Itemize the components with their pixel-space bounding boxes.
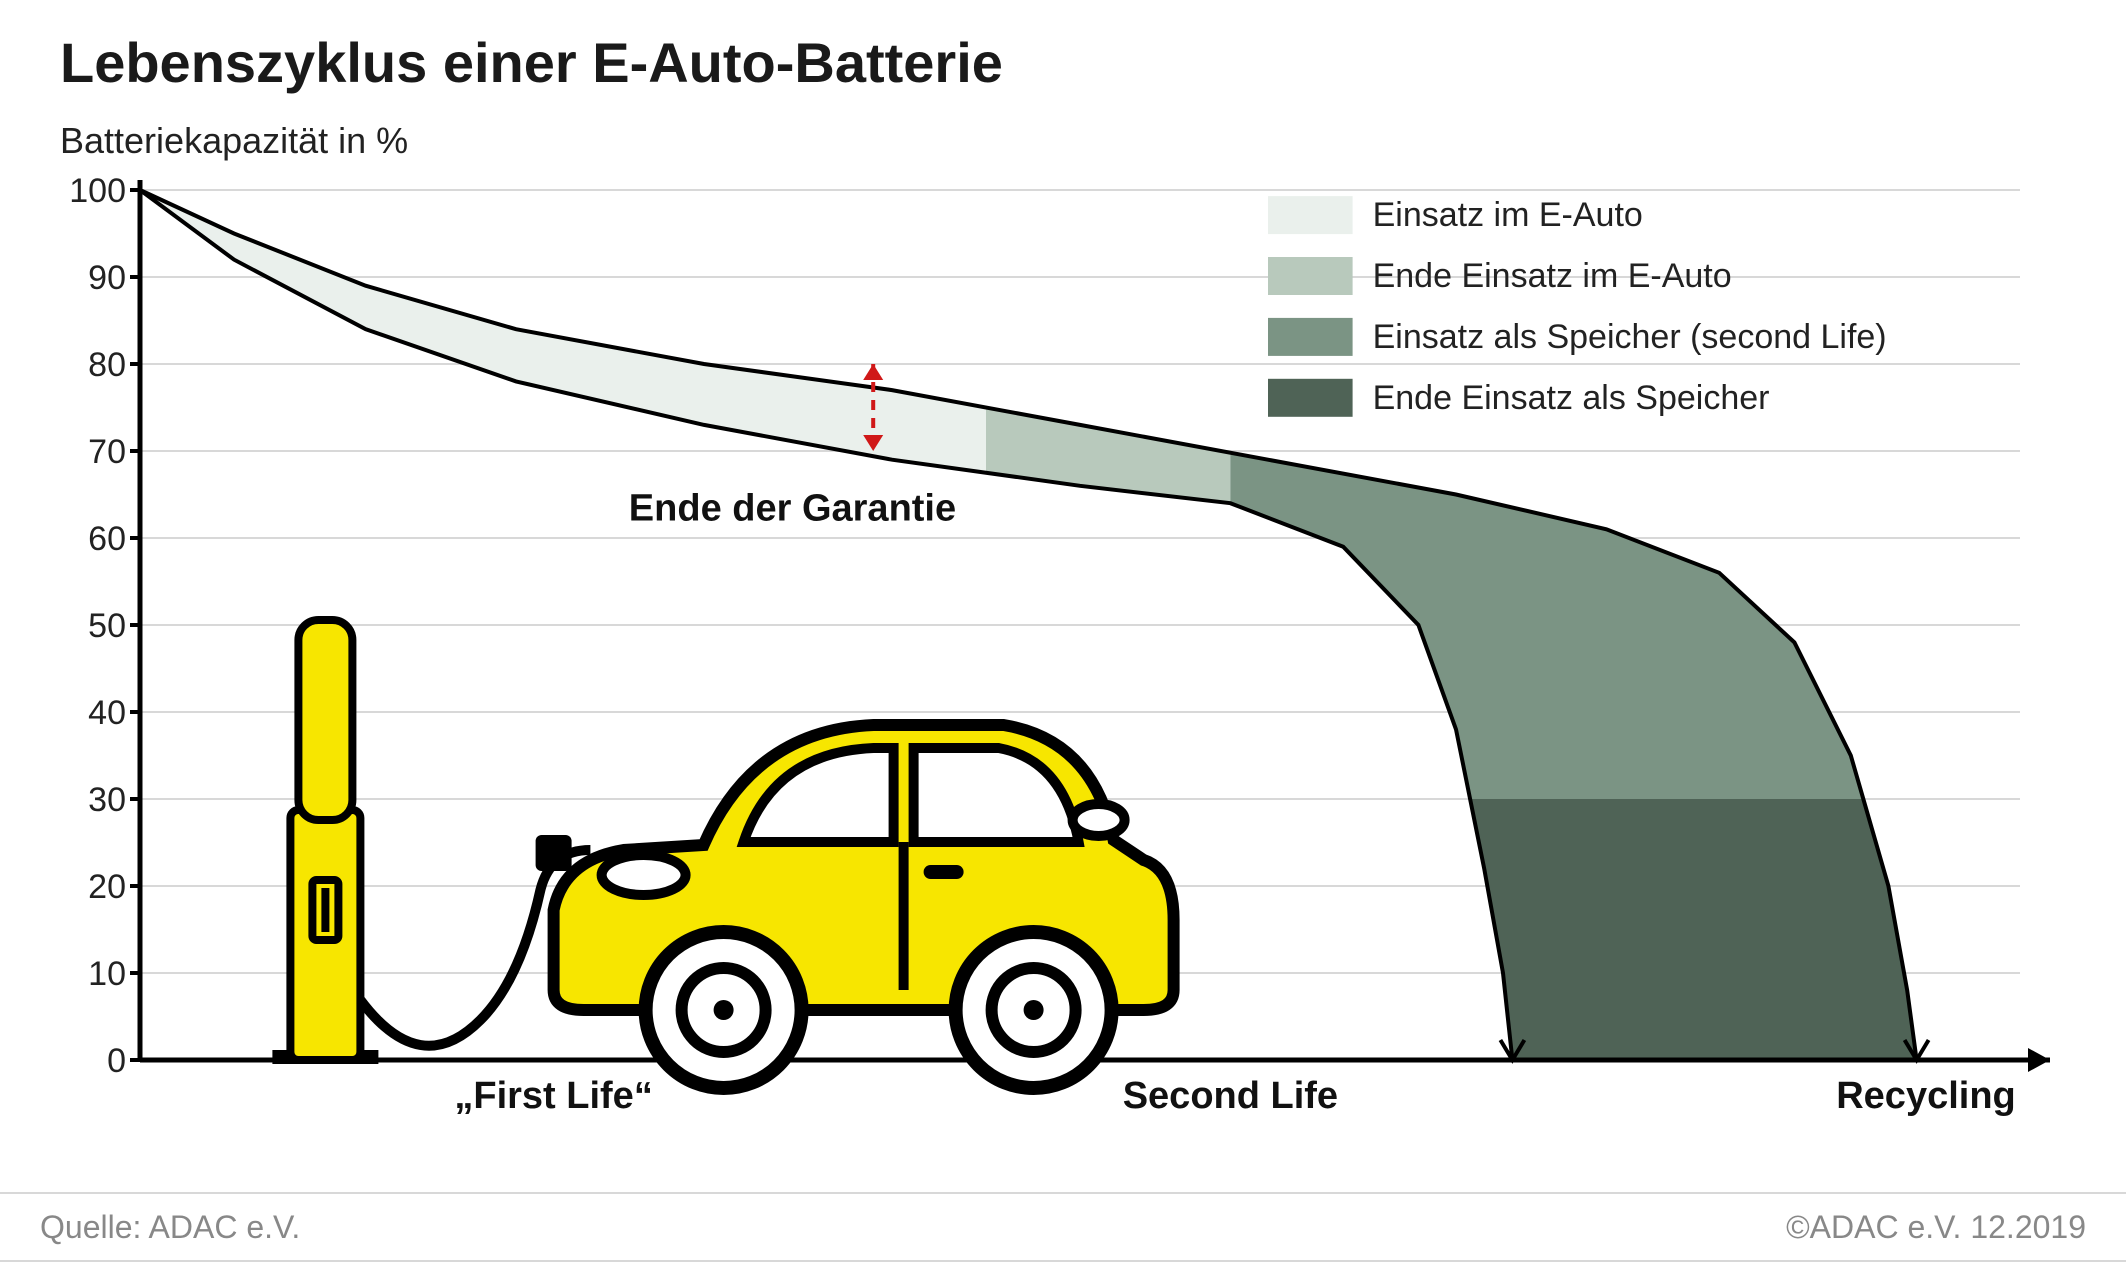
legend-label: Einsatz im E-Auto: [1373, 196, 1643, 234]
svg-text:30: 30: [88, 781, 126, 819]
legend-swatch: [1268, 318, 1353, 356]
y-axis-label: Batteriekapazität in %: [60, 120, 408, 162]
svg-text:60: 60: [88, 520, 126, 558]
svg-text:50: 50: [88, 607, 126, 645]
chart-svg: 0 10 20 30 40 50 60 70 80 90 100 „First Life“ Second…: [60, 170, 2060, 1130]
x-category-label: Recycling: [1836, 1075, 2016, 1117]
svg-text:40: 40: [88, 694, 126, 732]
svg-text:100: 100: [69, 172, 126, 210]
chart-area: 0 10 20 30 40 50 60 70 80 90 100 „First Life“ Second…: [60, 170, 2060, 1130]
svg-text:20: 20: [88, 868, 126, 906]
footer-bar: Quelle: ADAC e.V. ©ADAC e.V. 12.2019: [0, 1192, 2126, 1262]
annotation-warranty-end: Ende der Garantie: [629, 488, 956, 530]
ev-illustration: [272, 620, 1173, 1088]
svg-text:0: 0: [107, 1042, 126, 1080]
svg-text:10: 10: [88, 955, 126, 993]
chart-title: Lebenszyklus einer E-Auto-Batterie: [60, 30, 1003, 95]
footer-source: Quelle: ADAC e.V.: [40, 1209, 300, 1246]
legend-swatch: [1268, 379, 1353, 417]
band-ende_speicher: [1470, 799, 1917, 1060]
legend-label: Ende Einsatz als Speicher: [1373, 379, 1770, 417]
svg-text:90: 90: [88, 259, 126, 297]
band-einsatz_eauto: [140, 190, 986, 473]
legend-label: Ende Einsatz im E-Auto: [1373, 257, 1732, 295]
x-axis-arrowhead: [2028, 1048, 2050, 1072]
legend-swatch: [1268, 196, 1353, 234]
svg-text:80: 80: [88, 346, 126, 384]
svg-text:70: 70: [88, 433, 126, 471]
x-category-label: Second Life: [1123, 1075, 1338, 1117]
x-category-label: „First Life“: [454, 1075, 652, 1117]
legend-swatch: [1268, 257, 1353, 295]
footer-copyright: ©ADAC e.V. 12.2019: [1786, 1209, 2086, 1246]
legend-label: Einsatz als Speicher (second Life): [1373, 318, 1887, 356]
